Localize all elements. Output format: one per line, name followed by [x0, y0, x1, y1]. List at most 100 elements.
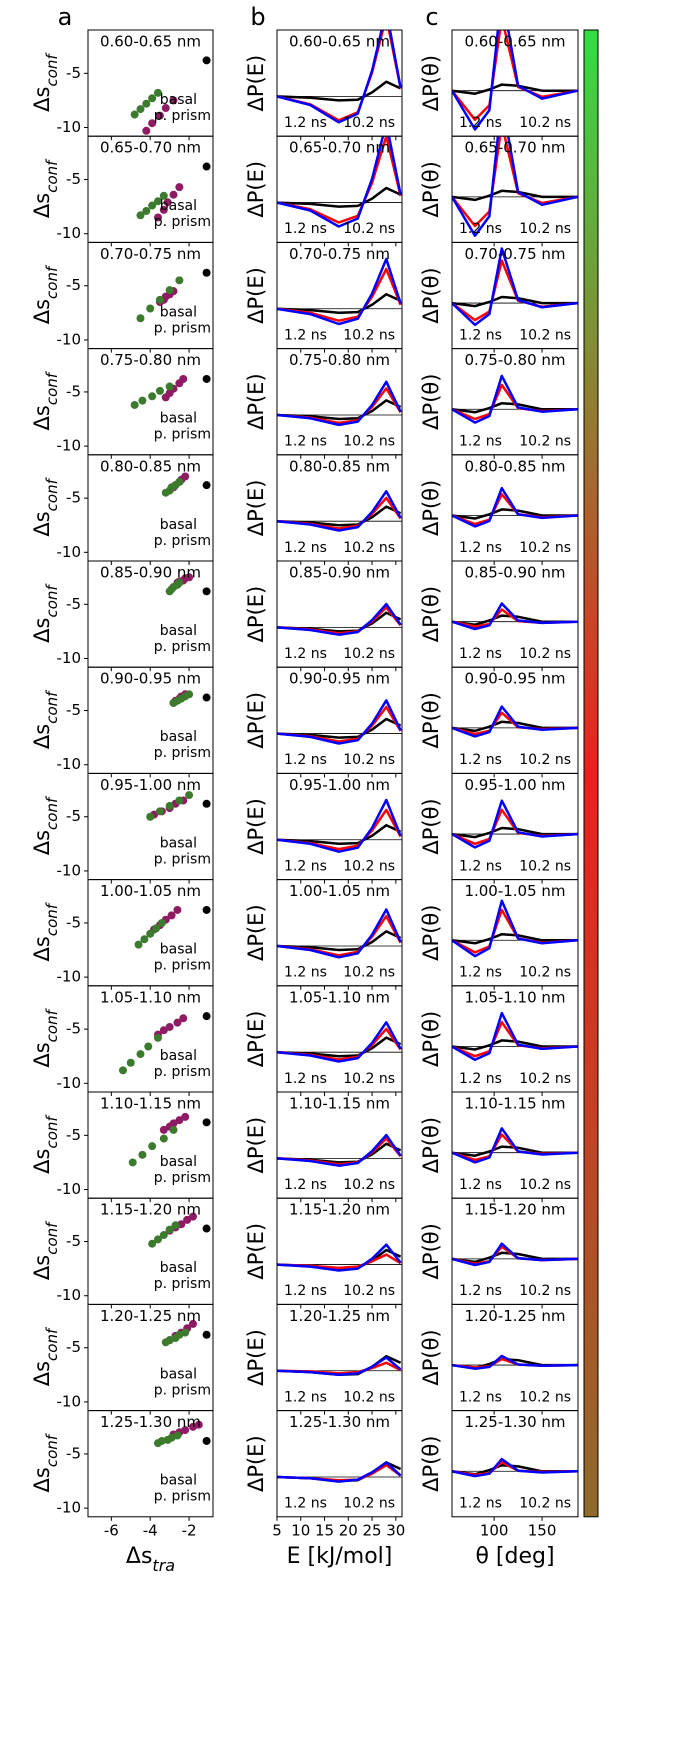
y-axis-label-main: ΔP(θ) — [419, 1223, 443, 1279]
scatter-point — [179, 1014, 188, 1023]
annotation: 1.2 ns — [284, 1283, 327, 1299]
curve — [277, 823, 402, 846]
y-axis-label-sub: conf — [43, 1220, 61, 1255]
annotation: 10.2 ns — [519, 115, 571, 131]
y-axis-label: Δsconf — [30, 795, 61, 855]
range-label: 0.75-0.80 nm — [100, 351, 201, 369]
y-axis-label-main: ΔP(θ) — [419, 905, 443, 961]
legend-entry: basal — [160, 942, 197, 958]
curve — [452, 1127, 578, 1164]
annotation: 1.2 ns — [459, 752, 502, 768]
y-axis-label-main: ΔP(θ) — [419, 374, 443, 430]
y-axis-label: ΔP(θ) — [419, 1329, 443, 1385]
y-axis-label: ΔP(E) — [244, 1329, 268, 1386]
curve — [452, 247, 578, 327]
y-axis-label-main: ΔP(E) — [244, 1435, 268, 1492]
scatter-point — [148, 1239, 157, 1248]
scatter-point — [153, 197, 162, 206]
y-axis-label-main: ΔP(E) — [244, 55, 268, 112]
x-tick-label: 100 — [480, 1521, 509, 1539]
scatter-point — [185, 573, 194, 582]
annotation: 1.2 ns — [459, 1283, 502, 1299]
scatter-point — [179, 374, 188, 383]
y-axis-label: Δsconf — [30, 264, 61, 324]
scatter-point — [153, 1033, 162, 1042]
plot-area — [452, 1011, 578, 1062]
range-label: 0.95-1.00 nm — [464, 776, 565, 794]
y-axis-label-main: ΔP(E) — [244, 1329, 268, 1386]
scatter-point — [146, 929, 155, 938]
scatter-point — [175, 276, 184, 285]
range-label: 0.85-0.90 nm — [289, 564, 390, 582]
plot-area — [277, 380, 402, 427]
plot-area — [277, 1461, 402, 1483]
y-axis-label-sub: conf — [43, 370, 61, 405]
y-tick-label: -10 — [57, 1286, 82, 1304]
scatter-point — [159, 1134, 168, 1143]
y-axis-label-main: ΔP(θ) — [419, 267, 443, 323]
annotation: 10.2 ns — [519, 1496, 571, 1512]
annotation: 1.2 ns — [284, 965, 327, 981]
plot-area — [452, 602, 578, 631]
annotation: 10.2 ns — [343, 1177, 395, 1193]
y-axis-label: ΔP(θ) — [419, 1223, 443, 1279]
scatter-point — [175, 578, 184, 587]
y-tick-label: -5 — [66, 1232, 81, 1250]
scatter-point — [148, 94, 157, 103]
scatter-point — [188, 1319, 197, 1328]
y-axis-label-main: ΔP(E) — [244, 1117, 268, 1174]
annotation: 1.2 ns — [284, 115, 327, 131]
y-axis-label: ΔP(θ) — [419, 586, 443, 642]
plot-area — [277, 908, 402, 959]
y-axis-label-main: Δs — [30, 724, 54, 749]
scatter-point — [181, 472, 190, 481]
y-axis-label-sub: conf — [43, 901, 61, 936]
plot-area — [165, 573, 211, 596]
curve — [452, 295, 578, 308]
y-axis-label: ΔP(θ) — [419, 267, 443, 323]
scatter-point — [165, 1225, 174, 1234]
scatter-point — [144, 1042, 153, 1051]
legend-entry: basal — [160, 198, 197, 214]
panel-label: c — [425, 3, 438, 31]
annotation: 1.2 ns — [459, 115, 502, 131]
range-label: 0.60-0.65 nm — [464, 33, 565, 51]
scatter-point — [165, 801, 174, 810]
legend-entry: basal — [160, 835, 197, 851]
annotation: 1.2 ns — [284, 1496, 327, 1512]
scatter-point — [173, 1431, 182, 1440]
y-axis-label: Δsconf — [30, 370, 61, 430]
y-tick-label: -10 — [57, 543, 82, 561]
annotation: 1.2 ns — [284, 752, 327, 768]
range-label: 1.05-1.10 nm — [100, 988, 201, 1006]
scatter-point — [136, 1050, 145, 1059]
range-label: 1.00-1.05 nm — [464, 882, 565, 900]
y-axis-label: ΔP(E) — [244, 1011, 268, 1068]
annotation: 10.2 ns — [519, 1071, 571, 1087]
y-tick-label: -10 — [57, 861, 82, 879]
annotation: 1.2 ns — [459, 1071, 502, 1087]
scatter-point — [165, 1022, 174, 1031]
x-axis-label: Δstra — [126, 1544, 175, 1575]
reference-point — [202, 905, 211, 914]
curve — [277, 399, 402, 421]
y-axis-label: ΔP(E) — [244, 798, 268, 855]
y-axis-label: ΔP(θ) — [419, 798, 443, 854]
reference-point — [202, 1224, 211, 1233]
y-tick-label: -5 — [66, 1338, 81, 1356]
range-label: 1.15-1.20 nm — [289, 1201, 390, 1219]
annotation: 1.2 ns — [284, 221, 327, 237]
scatter-point — [128, 1158, 137, 1167]
y-axis-label-main: Δs — [30, 936, 54, 961]
annotation: 1.2 ns — [284, 1177, 327, 1193]
range-label: 0.85-0.90 nm — [464, 564, 565, 582]
y-axis-label: Δsconf — [30, 1007, 61, 1067]
curve — [452, 1011, 578, 1062]
y-axis-label-sub: conf — [43, 264, 61, 299]
y-axis-label: ΔP(θ) — [419, 1117, 443, 1173]
scatter-point — [169, 96, 178, 105]
curve — [277, 257, 402, 326]
scatter-point — [134, 940, 143, 949]
scatter-point — [146, 812, 155, 821]
curve — [452, 1039, 578, 1051]
